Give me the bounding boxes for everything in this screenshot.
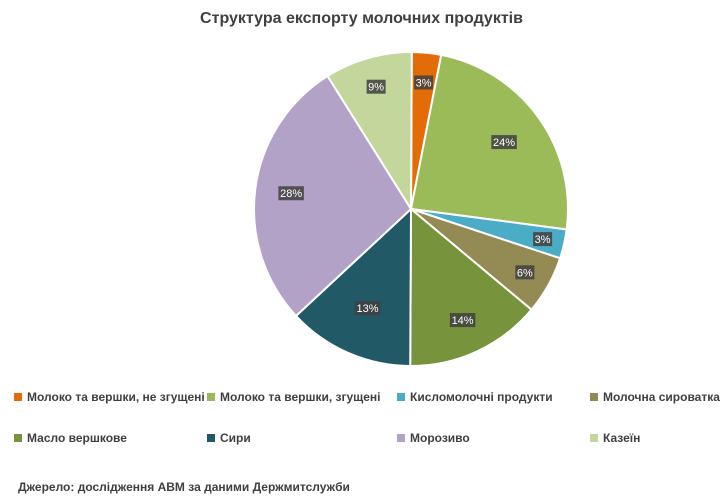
legend-label: Масло вершкове bbox=[27, 431, 127, 445]
pie-slice bbox=[409, 53, 569, 231]
legend-item: Кисломолочні продукти bbox=[397, 390, 553, 404]
source-note: Джерело: дослідження АВМ за даними Держм… bbox=[18, 480, 350, 494]
legend-label: Кисломолочні продукти bbox=[410, 390, 553, 404]
svg-text:24%: 24% bbox=[493, 137, 515, 149]
pie-slice bbox=[294, 206, 413, 368]
slice-data-label: 3% bbox=[533, 232, 553, 247]
legend-item: Масло вершкове bbox=[14, 431, 127, 445]
slice-data-label: 6% bbox=[515, 265, 535, 280]
legend-swatch bbox=[397, 393, 405, 401]
legend-swatch bbox=[590, 393, 598, 401]
svg-text:6%: 6% bbox=[517, 267, 533, 279]
legend-label: Молочна сироватка bbox=[603, 390, 720, 404]
pie-slice bbox=[253, 74, 413, 318]
legend-item: Морозиво bbox=[397, 431, 470, 445]
legend-label: Молоко та вершки, згущені bbox=[220, 390, 381, 404]
legend-item: Сири bbox=[207, 431, 251, 445]
slice-data-label: 14% bbox=[449, 313, 476, 328]
slice-data-label: 13% bbox=[354, 301, 381, 316]
slice-data-label: 9% bbox=[366, 79, 386, 94]
pie-chart: 3% 24% 3% 6% 14% 13% 28% 9% bbox=[253, 50, 569, 368]
legend-swatch bbox=[14, 434, 22, 442]
svg-text:3%: 3% bbox=[535, 234, 551, 246]
legend-label: Казеїн bbox=[603, 431, 641, 445]
legend-label: Сири bbox=[220, 431, 251, 445]
slice-data-label: 24% bbox=[491, 135, 517, 150]
legend-swatch bbox=[14, 393, 22, 401]
svg-text:13%: 13% bbox=[356, 303, 378, 315]
legend-swatch bbox=[207, 434, 215, 442]
legend-item: Молоко та вершки, не згущені bbox=[14, 390, 205, 404]
legend-swatch bbox=[397, 434, 405, 442]
legend-label: Морозиво bbox=[410, 431, 470, 445]
chart-title: Структура експорту молочних продуктів bbox=[200, 10, 523, 27]
svg-text:9%: 9% bbox=[368, 82, 384, 94]
legend-item: Молочна сироватка bbox=[590, 390, 720, 404]
legend-item: Молоко та вершки, згущені bbox=[207, 390, 381, 404]
svg-text:3%: 3% bbox=[416, 77, 432, 89]
legend-label: Молоко та вершки, не згущені bbox=[27, 390, 205, 404]
legend-swatch bbox=[590, 434, 598, 442]
legend-item: Казеїн bbox=[590, 431, 640, 445]
pie-slice bbox=[409, 206, 533, 367]
svg-text:28%: 28% bbox=[280, 188, 302, 200]
pie-slice bbox=[326, 51, 413, 213]
legend-swatch bbox=[207, 393, 215, 401]
svg-text:14%: 14% bbox=[452, 315, 474, 327]
slice-data-label: 28% bbox=[278, 186, 304, 201]
slice-data-label: 3% bbox=[414, 75, 434, 90]
